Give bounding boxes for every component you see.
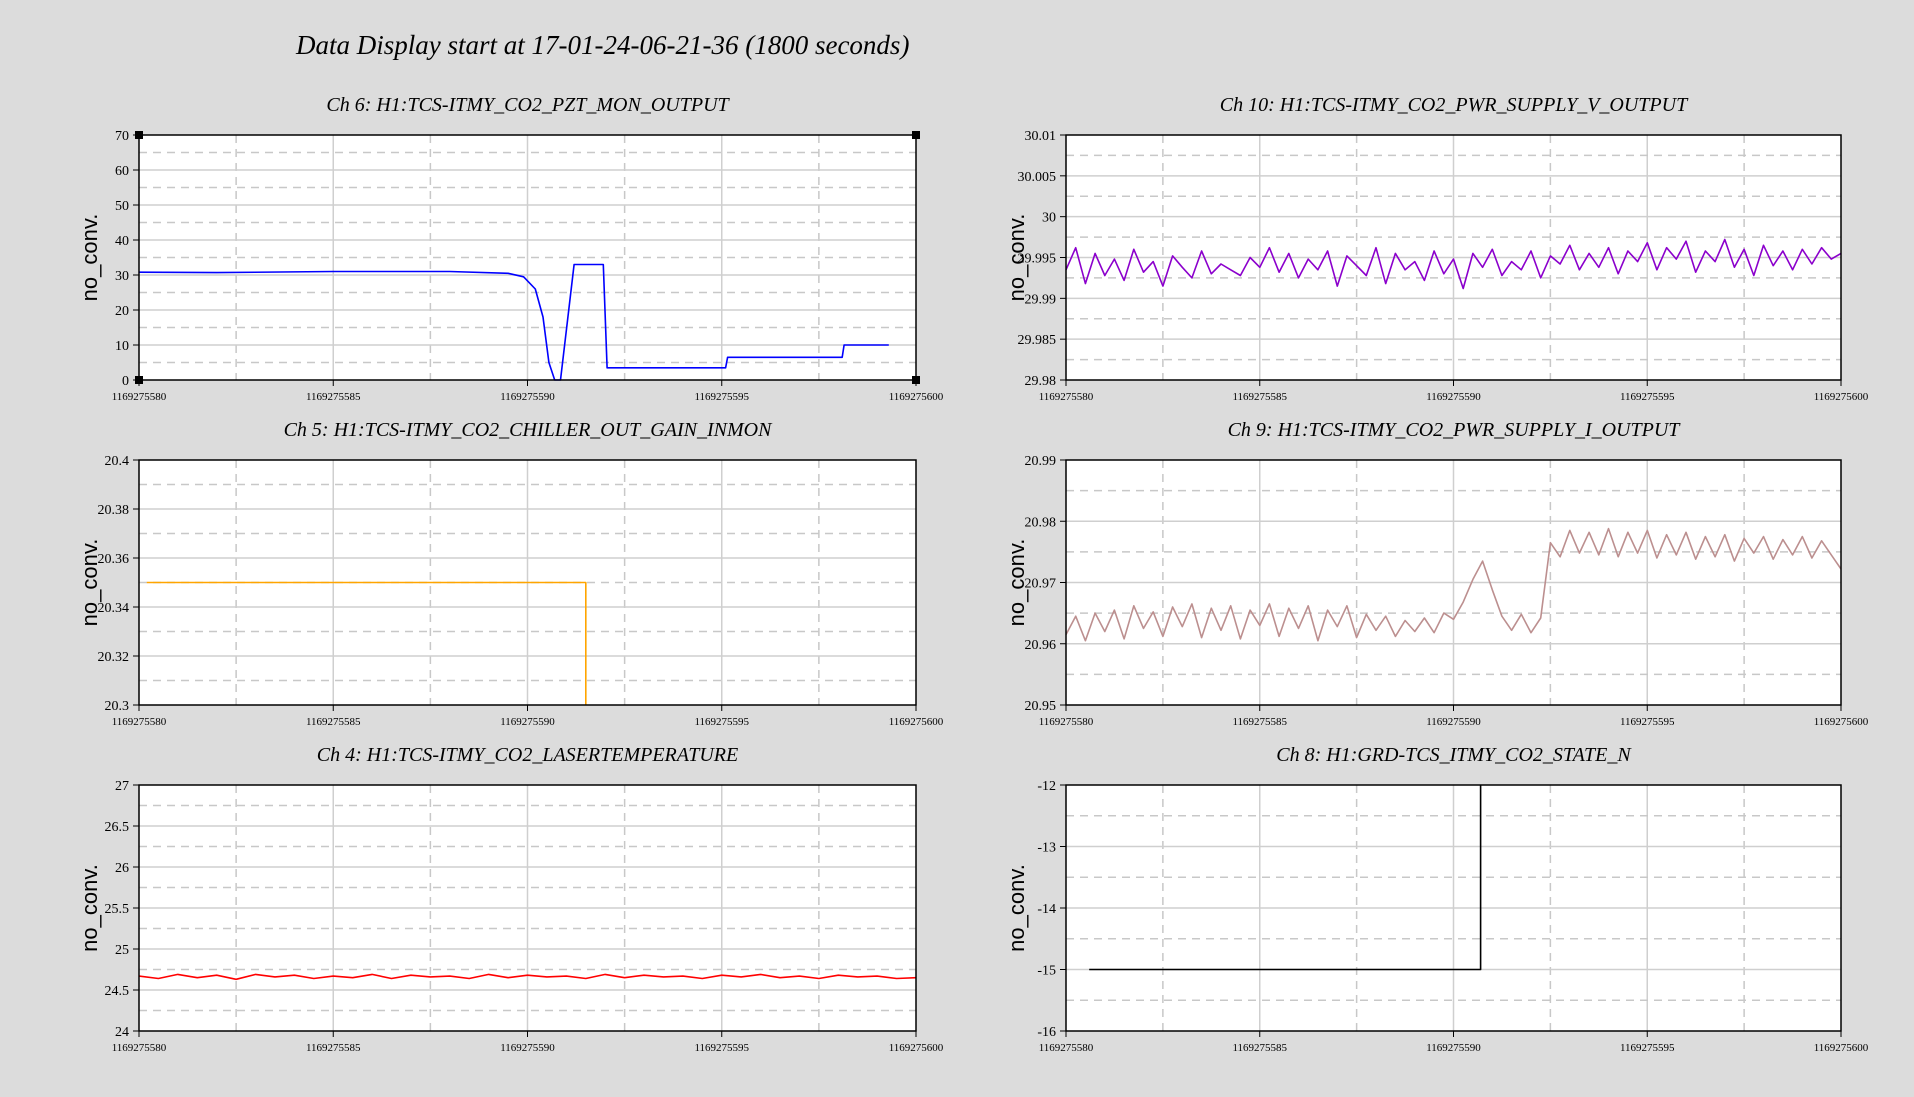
- y-tick-label: 30: [1042, 211, 1056, 226]
- x-tick-label: 1169275595: [1620, 391, 1675, 403]
- display-title: Data Display start at 17-01-24-06-21-36 …: [296, 30, 910, 60]
- y-tick-label: 60: [115, 164, 129, 179]
- y-tick-label: -12: [1037, 779, 1056, 794]
- x-tick-label: 1169275585: [1232, 391, 1287, 403]
- y-tick-label: 24.5: [105, 984, 130, 999]
- series-line-0: [1089, 785, 1482, 971]
- y-tick-label: 25: [115, 943, 129, 958]
- y-axis-label: no_conv.: [1004, 864, 1029, 952]
- y-axis-label: no_conv.: [77, 214, 102, 302]
- x-tick-label: 1169275600: [1814, 716, 1869, 728]
- x-tick-label: 1169275590: [1426, 716, 1481, 728]
- y-tick-label: 25.5: [105, 902, 130, 917]
- x-tick-label: 1169275580: [1039, 1042, 1094, 1054]
- y-tick-label: -15: [1037, 964, 1056, 979]
- y-tick-label: -13: [1037, 841, 1056, 856]
- series-line-0: [1065, 527, 1842, 642]
- y-tick-label: 26.5: [105, 820, 130, 835]
- chart-title: Ch 8: H1:GRD-TCS_ITMY_CO2_STATE_N: [1276, 744, 1632, 766]
- y-tick-label: 20.4: [105, 454, 130, 469]
- x-tick-label: 1169275585: [306, 391, 361, 403]
- y-tick-label: -14: [1037, 902, 1056, 917]
- x-tick-label: 1169275585: [1232, 716, 1287, 728]
- y-tick-label: 20.36: [98, 552, 130, 567]
- y-tick-label: 20.95: [1025, 699, 1057, 714]
- y-axis-label: no_conv.: [1004, 214, 1029, 302]
- x-tick-label: 1169275590: [1426, 391, 1481, 403]
- y-tick-label: -16: [1037, 1025, 1056, 1040]
- x-tick-label: 1169275590: [500, 1042, 555, 1054]
- y-tick-label: 20.99: [1025, 454, 1057, 469]
- y-axis-label: no_conv.: [77, 539, 102, 627]
- x-tick-label: 1169275580: [112, 1042, 167, 1054]
- y-tick-label: 20: [115, 304, 129, 319]
- chart-title: Ch 4: H1:TCS-ITMY_CO2_LASERTEMPERATURE: [317, 744, 738, 766]
- y-tick-label: 20.32: [98, 650, 130, 665]
- x-tick-label: 1169275590: [500, 391, 555, 403]
- x-tick-label: 1169275600: [889, 1042, 944, 1054]
- x-tick-label: 1169275595: [694, 1042, 749, 1054]
- y-tick-label: 50: [115, 199, 129, 214]
- y-tick-label: 10: [115, 339, 129, 354]
- y-tick-label: 26: [115, 861, 129, 876]
- chart-title: Ch 6: H1:TCS-ITMY_CO2_PZT_MON_OUTPUT: [326, 94, 730, 116]
- y-tick-label: 29.985: [1018, 333, 1057, 348]
- x-tick-label: 1169275585: [1232, 1042, 1287, 1054]
- x-tick-label: 1169275595: [1620, 716, 1675, 728]
- chart-panel-2: 1169275580 1169275585 1169275590 1169275595…: [77, 419, 944, 728]
- y-tick-label: 30.01: [1025, 129, 1057, 144]
- chart-panel-1: 1169275580 1169275585 1169275590 1169275595…: [1004, 94, 1869, 403]
- y-axis-label: no_conv.: [77, 864, 102, 952]
- y-tick-label: 20.34: [98, 601, 130, 616]
- chart-title: Ch 5: H1:TCS-ITMY_CO2_CHILLER_OUT_GAIN_I…: [284, 419, 773, 441]
- series-line-0: [1065, 238, 1842, 290]
- y-tick-label: 27: [115, 779, 129, 794]
- x-tick-label: 1169275585: [306, 1042, 361, 1054]
- y-tick-label: 20.96: [1025, 638, 1057, 653]
- y-tick-label: 0: [122, 374, 129, 389]
- chart-panel-5: 1169275580 1169275585 1169275590 1169275595…: [1004, 744, 1869, 1054]
- x-tick-label: 1169275600: [1814, 1042, 1869, 1054]
- x-tick-label: 1169275590: [500, 716, 555, 728]
- chart-title: Ch 9: H1:TCS-ITMY_CO2_PWR_SUPPLY_I_OUTPU…: [1228, 419, 1682, 441]
- x-tick-label: 1169275600: [1814, 391, 1869, 403]
- y-tick-label: 70: [115, 129, 129, 144]
- selection-handle[interactable]: [912, 131, 920, 139]
- chart-panel-0: 1169275580 1169275585 1169275590 1169275595…: [77, 94, 944, 403]
- series-line-0: [146, 581, 587, 705]
- x-tick-label: 1169275580: [112, 716, 167, 728]
- y-tick-label: 20.38: [98, 503, 130, 518]
- series-line-0: [138, 973, 917, 981]
- x-tick-label: 1169275595: [1620, 1042, 1675, 1054]
- x-tick-label: 1169275580: [112, 391, 167, 403]
- x-tick-label: 1169275580: [1039, 716, 1094, 728]
- y-tick-label: 24: [115, 1025, 129, 1040]
- x-tick-label: 1169275585: [306, 716, 361, 728]
- x-tick-label: 1169275595: [694, 716, 749, 728]
- x-tick-label: 1169275590: [1426, 1042, 1481, 1054]
- x-tick-label: 1169275580: [1039, 391, 1094, 403]
- y-tick-label: 30.005: [1018, 170, 1057, 185]
- x-tick-label: 1169275600: [889, 716, 944, 728]
- chart-title: Ch 10: H1:TCS-ITMY_CO2_PWR_SUPPLY_V_OUTP…: [1220, 94, 1689, 116]
- y-tick-label: 40: [115, 234, 129, 249]
- y-axis-label: no_conv.: [1004, 539, 1029, 627]
- chart-panel-3: 1169275580 1169275585 1169275590 1169275595…: [1004, 419, 1869, 728]
- x-tick-label: 1169275595: [694, 391, 749, 403]
- x-tick-label: 1169275600: [889, 391, 944, 403]
- y-tick-label: 29.99: [1025, 292, 1057, 307]
- y-tick-label: 29.98: [1025, 374, 1057, 389]
- y-tick-label: 20.97: [1025, 577, 1057, 592]
- y-tick-label: 20.3: [105, 699, 130, 714]
- chart-panel-4: 1169275580 1169275585 1169275590 1169275595…: [77, 744, 944, 1054]
- y-tick-label: 29.995: [1018, 252, 1057, 267]
- y-tick-label: 30: [115, 269, 129, 284]
- y-tick-label: 20.98: [1025, 515, 1057, 530]
